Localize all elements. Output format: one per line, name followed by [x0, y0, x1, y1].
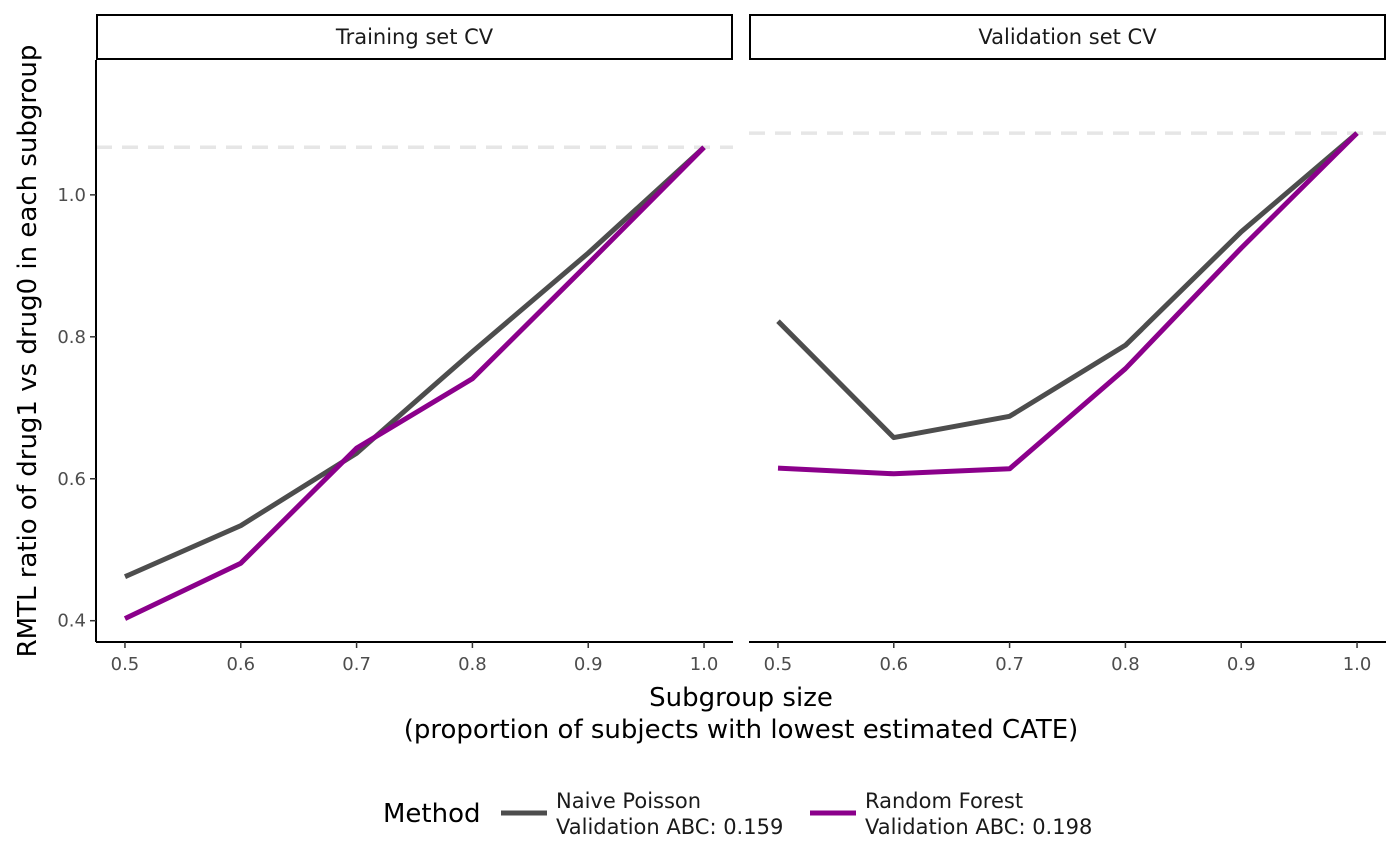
x-tick-label-training-set-cv-0-7: 0.7	[342, 654, 371, 675]
legend-label-naive-poisson-line-1: Naive Poisson	[556, 789, 701, 813]
x-tick-label-training-set-cv-0-9: 0.9	[574, 654, 603, 675]
y-axis: 0.4 0.6 0.8 1.0	[57, 60, 97, 642]
strip-title-validation-set-cv: Validation set CV	[978, 25, 1157, 49]
legend-label-random-forest-line-1: Random Forest	[865, 789, 1023, 813]
x-axis-title-line-1: Subgroup size	[649, 683, 833, 713]
x-tick-label-training-set-cv-0-5: 0.5	[111, 654, 140, 675]
x-tick-label-validation-set-cv-0-7: 0.7	[995, 654, 1024, 675]
legend-title: Method	[383, 799, 481, 829]
x-tick-label-validation-set-cv-1-0: 1.0	[1343, 654, 1372, 675]
strip-training-set-cv	[96, 14, 733, 60]
legend-item-random-forest: Random Forest Validation ABC: 0.198	[810, 789, 1092, 839]
y-tick-label-0-6: 0.6	[57, 469, 86, 490]
y-tick-label-0-8: 0.8	[57, 327, 86, 348]
x-tick-label-validation-set-cv-0-9: 0.9	[1227, 654, 1256, 675]
y-tick-label-0-4: 0.4	[57, 611, 86, 632]
legend-label-random-forest-line-2: Validation ABC: 0.198	[865, 815, 1092, 839]
x-axis-title-line-2: (proportion of subjects with lowest esti…	[404, 715, 1079, 745]
panels: Training set CV0.5 0.6 0.7 0.8 0.9 1.0Validat…	[96, 14, 1386, 675]
strip-title-training-set-cv: Training set CV	[335, 25, 494, 49]
panel-training-set-cv: Training set CV 0.5 0.6 0.7 0.8 0.9 1.0	[96, 14, 733, 675]
strip-validation-set-cv	[749, 14, 1386, 60]
legend: Method Naive Poisson Validation ABC: 0.1…	[383, 789, 1092, 839]
x-tick-label-validation-set-cv-0-6: 0.6	[879, 654, 908, 675]
x-tick-label-training-set-cv-0-8: 0.8	[458, 654, 487, 675]
x-tick-label-training-set-cv-1-0: 1.0	[690, 654, 719, 675]
series-line-training-set-cv-naive-poisson	[123, 145, 706, 579]
panel-validation-set-cv: Validation set CV 0.5 0.6 0.7 0.8 0.9 1.0	[749, 14, 1386, 675]
y-tick-label-1-0: 1.0	[57, 185, 86, 206]
y-axis-title: RMTL ratio of drug1 vs drug0 in each sub…	[13, 45, 43, 658]
legend-item-naive-poisson: Naive Poisson Validation ABC: 0.159	[501, 789, 783, 839]
series-line-validation-set-cv-random-forest	[777, 131, 1359, 477]
series-line-validation-set-cv-naive-poisson	[776, 131, 1359, 441]
x-tick-label-training-set-cv-0-6: 0.6	[226, 654, 255, 675]
series-line-training-set-cv-random-forest	[123, 145, 706, 621]
x-tick-label-validation-set-cv-0-8: 0.8	[1111, 654, 1140, 675]
legend-label-naive-poisson-line-2: Validation ABC: 0.159	[556, 815, 783, 839]
x-tick-label-validation-set-cv-0-5: 0.5	[764, 654, 793, 675]
